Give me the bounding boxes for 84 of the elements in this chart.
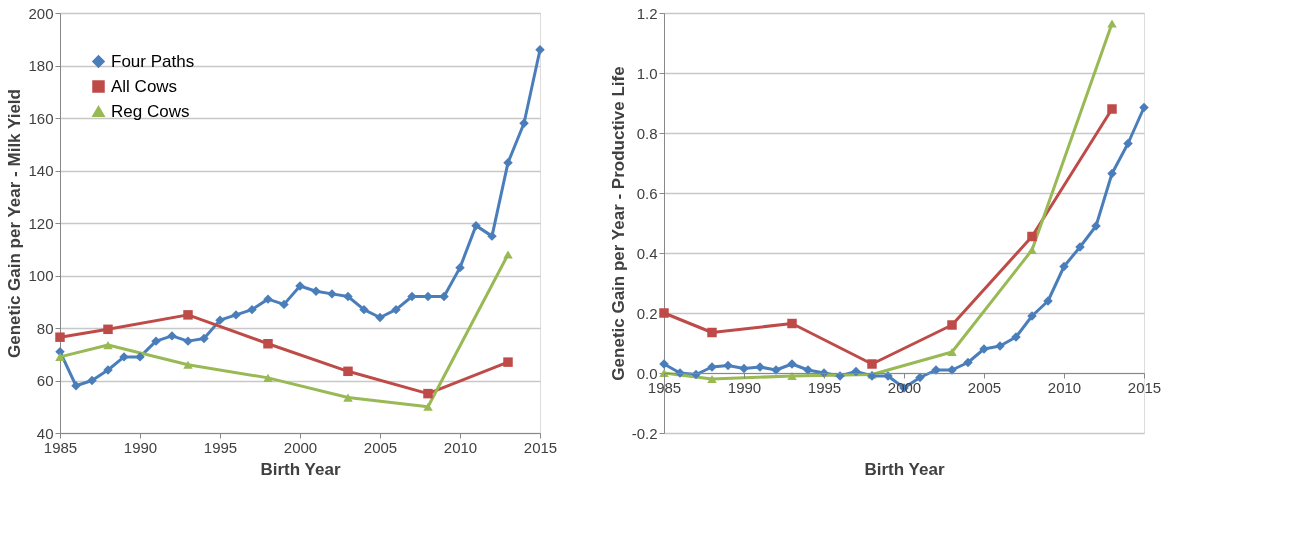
point: [787, 371, 797, 381]
y-tick-label: -0.2: [631, 424, 658, 442]
point: [263, 373, 273, 382]
x-tick-label: 1995: [807, 378, 842, 396]
point: [1027, 245, 1037, 255]
point: [503, 357, 513, 367]
point: [391, 304, 401, 315]
legend-label: Reg Cows: [111, 101, 190, 121]
x-tick-label: 1990: [727, 378, 762, 396]
y-tick-label: 180: [28, 57, 54, 74]
y-tick-label: 60: [36, 372, 54, 389]
x-tick-label: 2010: [443, 438, 478, 456]
x-tick-label: 2015: [523, 438, 558, 456]
point: [343, 366, 353, 377]
x-tick-label: 1995: [203, 438, 238, 456]
y-tick-label: 1.2: [636, 4, 658, 22]
point: [1107, 168, 1117, 179]
y-tick-label: 0.4: [636, 244, 658, 262]
point: [439, 291, 449, 302]
point: [199, 333, 209, 344]
point: [359, 304, 369, 315]
point: [691, 369, 701, 380]
x-tick-label: 2010: [1047, 378, 1082, 396]
point: [263, 339, 273, 349]
x-axis-title: Birth Year: [864, 459, 945, 479]
point: [963, 357, 973, 368]
point: [407, 291, 417, 302]
point: [183, 310, 193, 320]
point: [55, 332, 65, 342]
y-tick-label: 120: [28, 214, 54, 232]
y-axis-title: Genetic Gain per Year - Milk Yield: [5, 89, 25, 358]
point: [375, 312, 385, 323]
legend-label: All Cows: [111, 76, 178, 96]
x-tick-label: 1990: [123, 438, 158, 456]
y-tick-label: 0.2: [636, 304, 658, 322]
y-tick-label: 200: [28, 4, 54, 22]
y-tick-label: 0.0: [636, 364, 658, 382]
point: [867, 359, 877, 369]
point: [455, 262, 465, 273]
point: [1059, 261, 1069, 272]
point: [659, 308, 669, 318]
point: [503, 250, 513, 259]
point: [739, 363, 749, 374]
point: [55, 352, 65, 361]
point: [851, 366, 861, 377]
point: [915, 372, 925, 383]
point: [503, 157, 513, 168]
point: [471, 220, 481, 231]
y-tick-label: 100: [28, 267, 54, 284]
point: [343, 291, 353, 302]
x-tick-label: 2005: [363, 438, 398, 456]
y-tick-label: 0.6: [636, 184, 658, 202]
x-axis-title: Birth Year: [260, 459, 341, 479]
x-tick-label: 2005: [967, 378, 1002, 396]
point: [1107, 104, 1117, 114]
y-tick-label: 80: [36, 319, 54, 337]
y-axis-title: Genetic Gain per Year - Productive Life: [608, 66, 628, 381]
point: [343, 393, 353, 402]
y-tick-label: 1.0: [636, 64, 658, 82]
x-tick-label: 2000: [283, 438, 318, 456]
point: [787, 318, 797, 329]
point: [423, 388, 433, 399]
y-tick-label: 0.8: [636, 124, 658, 142]
legend-label: Four Paths: [111, 51, 195, 71]
point: [247, 304, 257, 315]
point: [723, 360, 733, 371]
point: [103, 324, 113, 335]
point: [947, 320, 957, 330]
point: [1123, 138, 1133, 149]
y-tick-label: 140: [28, 162, 54, 179]
point: [1107, 19, 1117, 28]
point: [1027, 231, 1037, 242]
point: [87, 375, 97, 386]
point: [103, 340, 113, 350]
point: [279, 299, 289, 310]
point: [183, 360, 193, 369]
y-tick-label: 160: [28, 109, 54, 127]
x-tick-label: 2015: [1127, 378, 1162, 396]
point: [707, 327, 717, 338]
point: [947, 347, 957, 357]
point: [423, 291, 433, 302]
point: [423, 402, 433, 411]
point: [707, 374, 717, 384]
point: [1139, 102, 1149, 113]
